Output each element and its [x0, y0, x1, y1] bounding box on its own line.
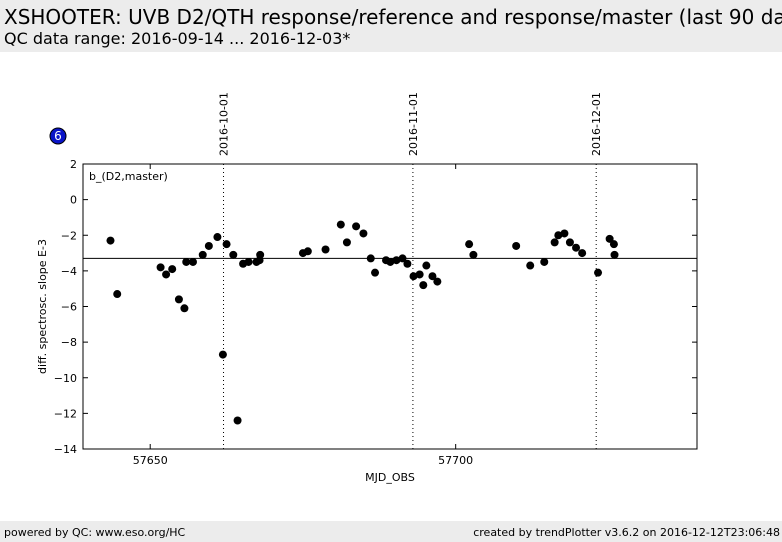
data-point: [526, 261, 535, 270]
data-point: [409, 272, 418, 281]
date-marker-label: 2016-10-01: [218, 92, 231, 156]
data-point: [605, 234, 614, 243]
plot-frame: [82, 163, 698, 450]
data-point: [609, 240, 618, 249]
data-point: [359, 229, 368, 238]
y-tick-label: −12: [54, 407, 77, 420]
data-point: [106, 236, 115, 245]
data-point: [336, 220, 345, 229]
data-point: [213, 233, 222, 242]
data-point: [204, 241, 213, 250]
data-point: [465, 240, 474, 249]
page-title: XSHOOTER: UVB D2/QTH response/reference …: [4, 5, 782, 29]
data-point: [415, 270, 424, 279]
data-point: [610, 250, 619, 259]
data-point: [578, 249, 587, 258]
x-axis-title: MJD_OBS: [365, 471, 415, 484]
data-point: [222, 240, 231, 249]
y-tick-label: 2: [70, 158, 77, 171]
data-point: [398, 254, 407, 263]
data-point: [229, 250, 238, 259]
y-tick-label: −2: [61, 229, 77, 242]
y-tick-label: −4: [61, 265, 77, 278]
y-axis-title: diff. spectrosc. slope E-3: [36, 239, 49, 374]
data-point: [218, 350, 227, 359]
data-point: [180, 304, 189, 313]
data-point: [386, 257, 395, 266]
y-tick-label: −10: [54, 372, 77, 385]
date-marker-label: 2016-12-01: [590, 92, 603, 156]
y-tick-label: −6: [61, 301, 77, 314]
data-point: [428, 272, 437, 281]
data-point: [156, 263, 165, 272]
powered-by-text: powered by QC: www.eso.org/HC: [4, 526, 186, 539]
data-point: [469, 250, 478, 259]
data-point: [198, 250, 207, 259]
data-point: [594, 268, 603, 277]
data-point: [113, 290, 122, 299]
data-point: [352, 222, 361, 231]
data-point: [433, 277, 442, 286]
data-point: [366, 254, 375, 263]
x-tick-label: 57650: [133, 454, 168, 467]
plot-number-badge-label: 6: [54, 129, 62, 143]
data-point: [162, 270, 171, 279]
report-header: XSHOOTER: UVB D2/QTH response/reference …: [0, 0, 782, 52]
data-point: [565, 238, 574, 247]
x-tick-label: 57700: [438, 454, 473, 467]
report-footer: powered by QC: www.eso.org/HC created by…: [0, 521, 782, 542]
data-point: [188, 257, 197, 266]
plot-number-badge: [49, 127, 67, 145]
data-point: [422, 261, 431, 270]
data-point: [174, 295, 183, 304]
data-point: [244, 257, 253, 266]
data-range-subtitle: QC data range: 2016-09-14 ... 2016-12-03…: [4, 29, 351, 48]
data-point: [554, 231, 563, 240]
data-point: [303, 247, 312, 256]
data-point: [512, 241, 521, 250]
data-point: [256, 250, 265, 259]
data-point: [233, 416, 242, 425]
data-point: [540, 257, 549, 266]
data-point: [572, 243, 581, 252]
panel-label: b_(D2,master): [89, 170, 168, 183]
created-by-text: created by trendPlotter v3.6.2 on 2016-1…: [473, 526, 780, 539]
data-point: [342, 238, 351, 247]
y-tick-label: 0: [70, 194, 77, 207]
data-point: [168, 265, 177, 274]
data-point: [419, 281, 428, 290]
y-tick-label: −14: [54, 443, 77, 456]
data-point: [321, 245, 330, 254]
data-point: [182, 257, 191, 266]
data-point: [403, 259, 412, 268]
y-tick-label: −8: [61, 336, 77, 349]
data-point: [550, 238, 559, 247]
data-point: [392, 256, 401, 265]
date-marker-label: 2016-11-01: [407, 92, 420, 156]
data-point: [371, 268, 380, 277]
data-point: [560, 229, 569, 238]
